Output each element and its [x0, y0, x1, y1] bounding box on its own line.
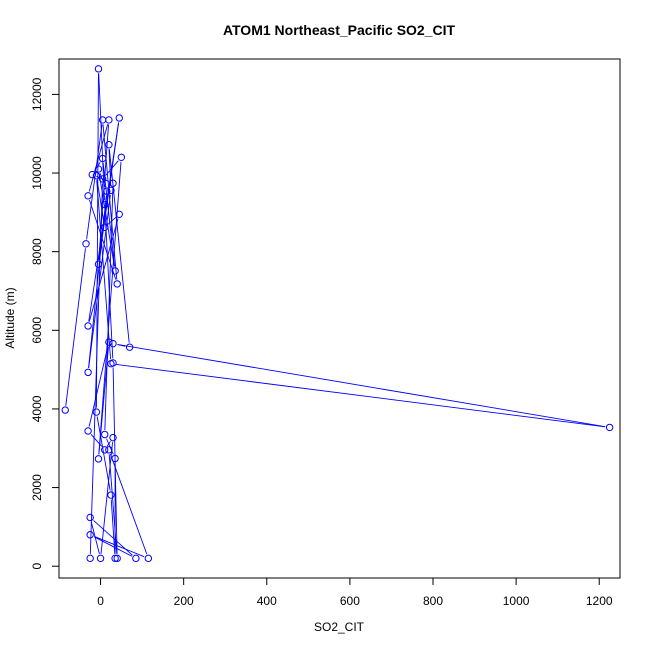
series-segment	[98, 173, 115, 267]
y-tick-label: 0	[30, 563, 44, 570]
series-segment	[115, 363, 606, 428]
x-tick-label: 800	[423, 594, 443, 608]
data-point	[125, 343, 134, 351]
data-point	[115, 114, 123, 122]
data-point	[109, 179, 117, 187]
series-segment	[100, 442, 114, 554]
data-point	[84, 322, 92, 330]
series-segment	[93, 536, 133, 557]
data-point	[117, 153, 126, 161]
data-point	[111, 554, 119, 563]
data-point	[605, 423, 614, 432]
data-point	[96, 554, 105, 563]
y-axis-title: Altitude (m)	[3, 287, 17, 348]
series-segment	[96, 416, 111, 491]
series-layer	[61, 65, 614, 563]
data-point	[84, 368, 92, 377]
series-segment	[104, 187, 114, 431]
series-segment	[96, 180, 105, 223]
y-tick-label: 6000	[30, 317, 44, 344]
series-segment	[108, 149, 130, 343]
series-segment	[108, 454, 118, 554]
data-point	[94, 260, 103, 268]
y-tick-label: 4000	[30, 395, 44, 422]
data-point	[84, 427, 92, 435]
series-segment	[99, 173, 106, 188]
data-point	[105, 141, 113, 149]
data-point	[86, 554, 94, 563]
data-point	[109, 339, 117, 348]
data-point	[94, 165, 103, 173]
series-segment	[117, 343, 606, 428]
data-point	[109, 359, 117, 367]
series-segment	[98, 73, 105, 201]
chart-title: ATOM1 Northeast_Pacific SO2_CIT	[223, 22, 456, 38]
series-segment	[88, 124, 109, 192]
y-tick-label: 12000	[30, 77, 44, 111]
data-point	[113, 280, 121, 288]
series-segment	[89, 183, 103, 554]
series-segment	[104, 208, 114, 359]
series-segment	[109, 453, 148, 555]
data-point	[101, 430, 109, 439]
series-segment	[106, 441, 111, 447]
data-point	[82, 240, 90, 248]
data-point	[109, 433, 117, 442]
data-point	[115, 210, 123, 219]
data-point	[111, 267, 119, 275]
data-point	[105, 338, 113, 346]
data-point	[144, 554, 153, 563]
data-point	[88, 170, 96, 179]
series-segment	[88, 346, 109, 427]
data-point	[132, 554, 140, 563]
data-point	[84, 192, 92, 200]
x-tick-label: 400	[257, 594, 277, 608]
data-point	[101, 446, 109, 454]
series-segment	[112, 367, 118, 554]
data-point	[107, 186, 115, 195]
data-point	[105, 446, 113, 454]
data-point	[101, 200, 109, 209]
data-point	[103, 187, 111, 195]
x-axis: 0 200 400 600 800 1000 1200	[97, 577, 613, 608]
data-point	[111, 454, 119, 463]
y-tick-label: 2000	[30, 474, 44, 501]
series-segment	[96, 175, 110, 182]
series-segment	[89, 199, 117, 280]
series-segment	[86, 124, 103, 240]
series-segment	[98, 161, 122, 455]
series-segment	[93, 520, 133, 556]
plot-frame	[58, 58, 621, 579]
data-point	[61, 406, 69, 414]
series-segment	[90, 521, 100, 555]
y-tick-label: 8000	[30, 238, 44, 265]
x-tick-label: 200	[174, 594, 194, 608]
data-point	[94, 65, 103, 73]
x-axis-title: SO2_CIT	[314, 620, 365, 634]
x-tick-label: 1200	[586, 594, 613, 608]
data-point	[86, 513, 94, 522]
data-point	[107, 491, 115, 499]
data-point	[92, 408, 101, 416]
y-tick-label: 10000	[30, 156, 44, 190]
x-tick-label: 0	[97, 594, 104, 608]
series-segment	[105, 160, 119, 176]
data-point	[94, 455, 103, 463]
data-point	[105, 116, 113, 124]
series-segment	[117, 344, 126, 347]
series-segment	[108, 149, 112, 186]
data-point	[113, 554, 121, 563]
data-point	[98, 154, 107, 163]
data-point	[86, 531, 94, 539]
series-segment	[65, 248, 86, 406]
x-tick-label: 600	[340, 594, 360, 608]
data-point	[92, 172, 101, 180]
y-axis: 0 2000 4000 6000 8000 10000 12000	[30, 77, 60, 570]
data-point	[98, 175, 107, 183]
data-point	[101, 223, 109, 231]
x-tick-label: 1000	[503, 594, 530, 608]
